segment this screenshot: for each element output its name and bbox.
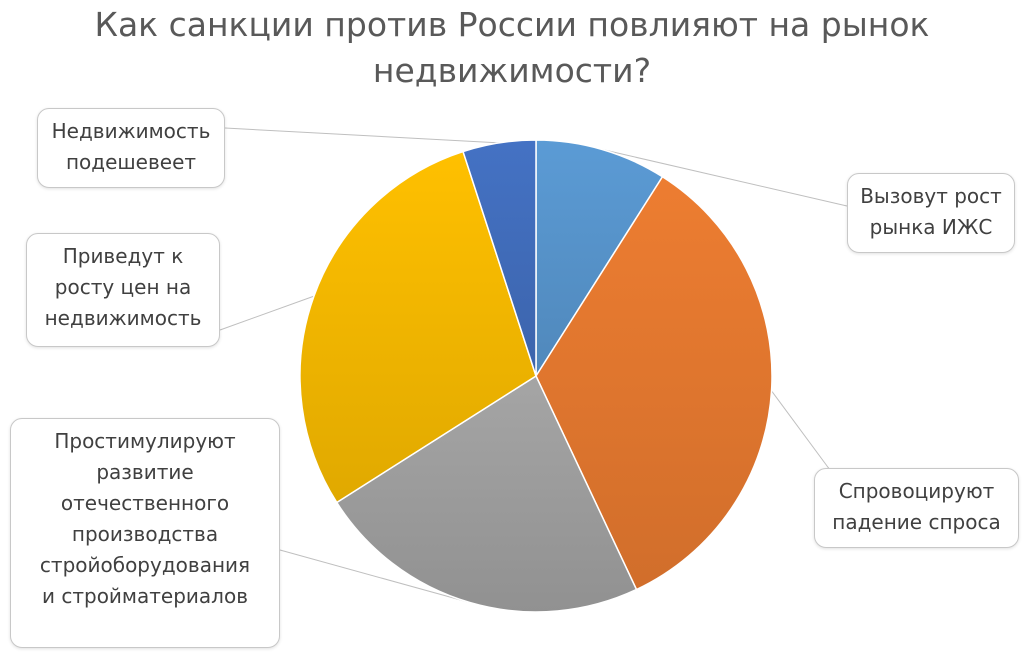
data-label-price-growth: Приведут к росту цен на недвижимость	[26, 233, 220, 347]
slice-cheaper	[462, 139, 537, 377]
data-label-demand-drop: Спровоцируют падение спроса	[814, 468, 1019, 548]
leader-line-izhs	[601, 148, 848, 207]
slice-price-growth	[299, 150, 537, 504]
chart-title: Как санкции против России повлияют на ры…	[0, 2, 1024, 94]
leader-line-demand-drop	[771, 390, 831, 471]
chart-title-line-1: Как санкции против России повлияют на ры…	[94, 5, 930, 44]
leader-lines	[219, 127, 848, 604]
data-label-izhs: Вызовут рост рынка ИЖС	[847, 173, 1015, 253]
pie-slices	[299, 139, 773, 613]
chart-title-line-2: недвижимости?	[372, 51, 652, 90]
slice-domestic-production	[335, 374, 638, 613]
data-label-domestic-production: Простимулируют развитие отечественного п…	[10, 418, 280, 648]
leader-line-domestic-production	[279, 549, 471, 604]
slice-demand-drop	[535, 175, 773, 591]
leader-line-cheaper	[224, 127, 500, 144]
slice-izhs	[535, 139, 664, 379]
data-label-cheaper: Недвижимость подешевеет	[37, 108, 225, 188]
leader-line-price-growth	[219, 295, 315, 331]
